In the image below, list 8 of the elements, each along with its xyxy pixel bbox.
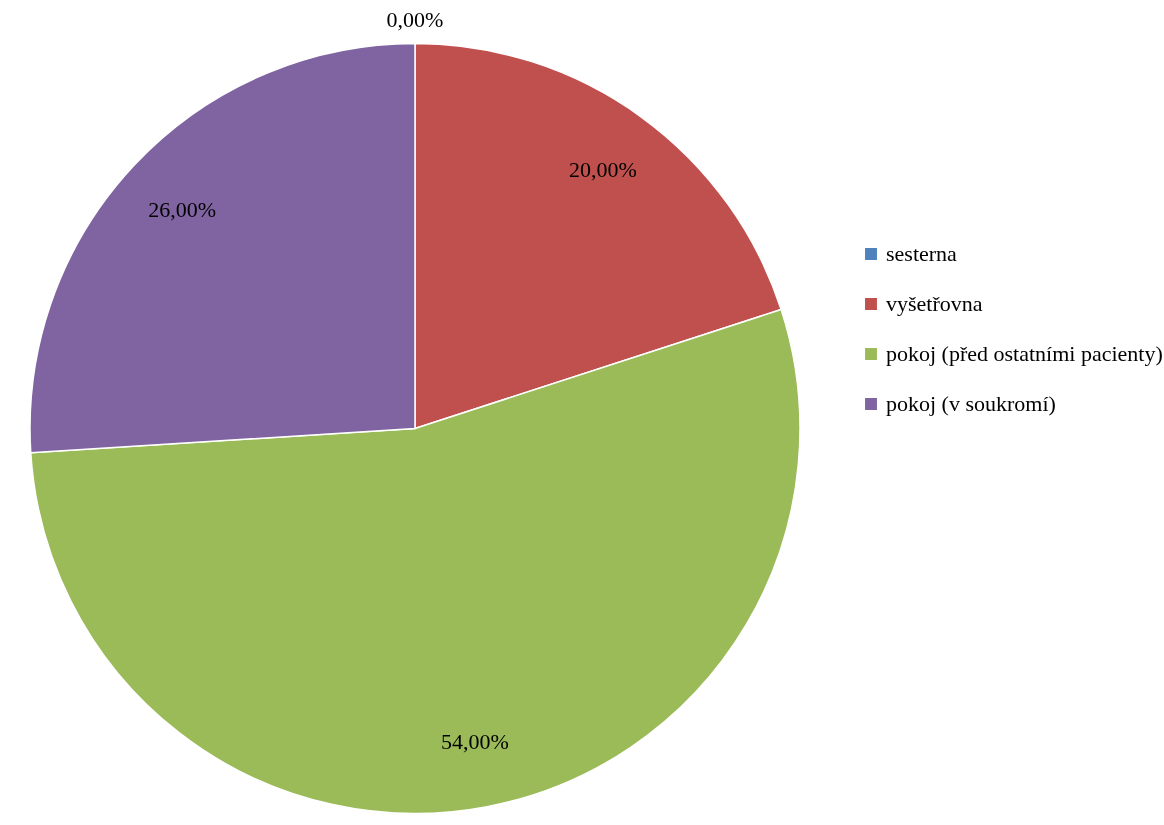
legend-label: vyšetřovna [886, 291, 983, 316]
legend-label: pokoj (v soukromí) [886, 391, 1056, 416]
legend-label: sesterna [886, 241, 958, 266]
data-label: 54,00% [440, 729, 509, 755]
data-label: 20,00% [568, 156, 637, 182]
data-label: 26,00% [148, 196, 216, 222]
text: 0,00% [386, 6, 444, 32]
legend-label: pokoj (před ostatními pacienty) [886, 341, 1163, 366]
